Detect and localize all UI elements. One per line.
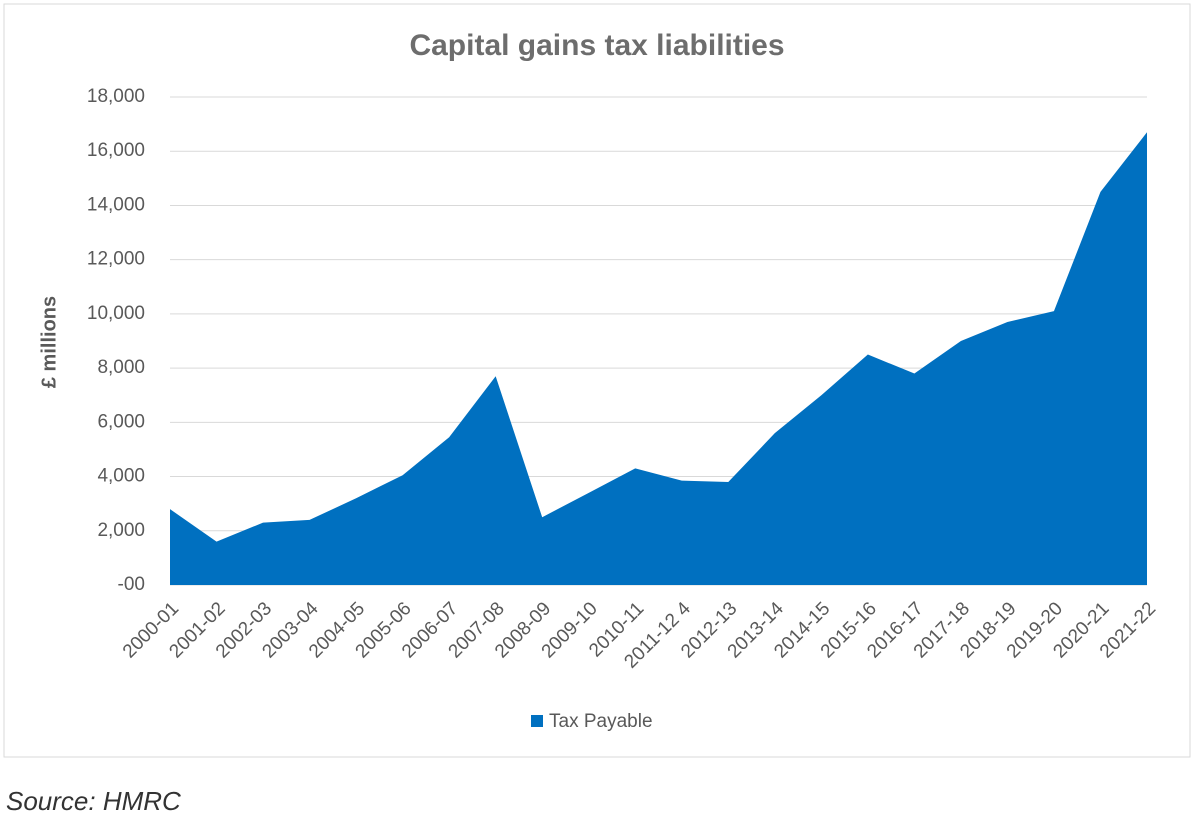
legend-label: Tax Payable bbox=[549, 711, 653, 732]
y-tick-label: 14,000 bbox=[87, 194, 145, 215]
y-tick-label: 8,000 bbox=[97, 357, 145, 378]
source-note: Source: HMRC bbox=[6, 786, 181, 816]
y-tick-label: 16,000 bbox=[87, 140, 145, 161]
legend-swatch bbox=[531, 715, 543, 727]
y-tick-label: 12,000 bbox=[87, 249, 145, 270]
chart-title: Capital gains tax liabilities bbox=[409, 29, 784, 62]
y-tick-label: 10,000 bbox=[87, 303, 145, 324]
y-axis-label: £ millions bbox=[38, 296, 60, 388]
area bbox=[170, 132, 1147, 585]
y-tick-label: 18,000 bbox=[87, 86, 145, 107]
y-tick-label: 2,000 bbox=[97, 520, 145, 541]
y-tick-label: 4,000 bbox=[97, 466, 145, 487]
y-tick-label: -00 bbox=[118, 574, 145, 595]
y-tick-label: 6,000 bbox=[97, 411, 145, 432]
